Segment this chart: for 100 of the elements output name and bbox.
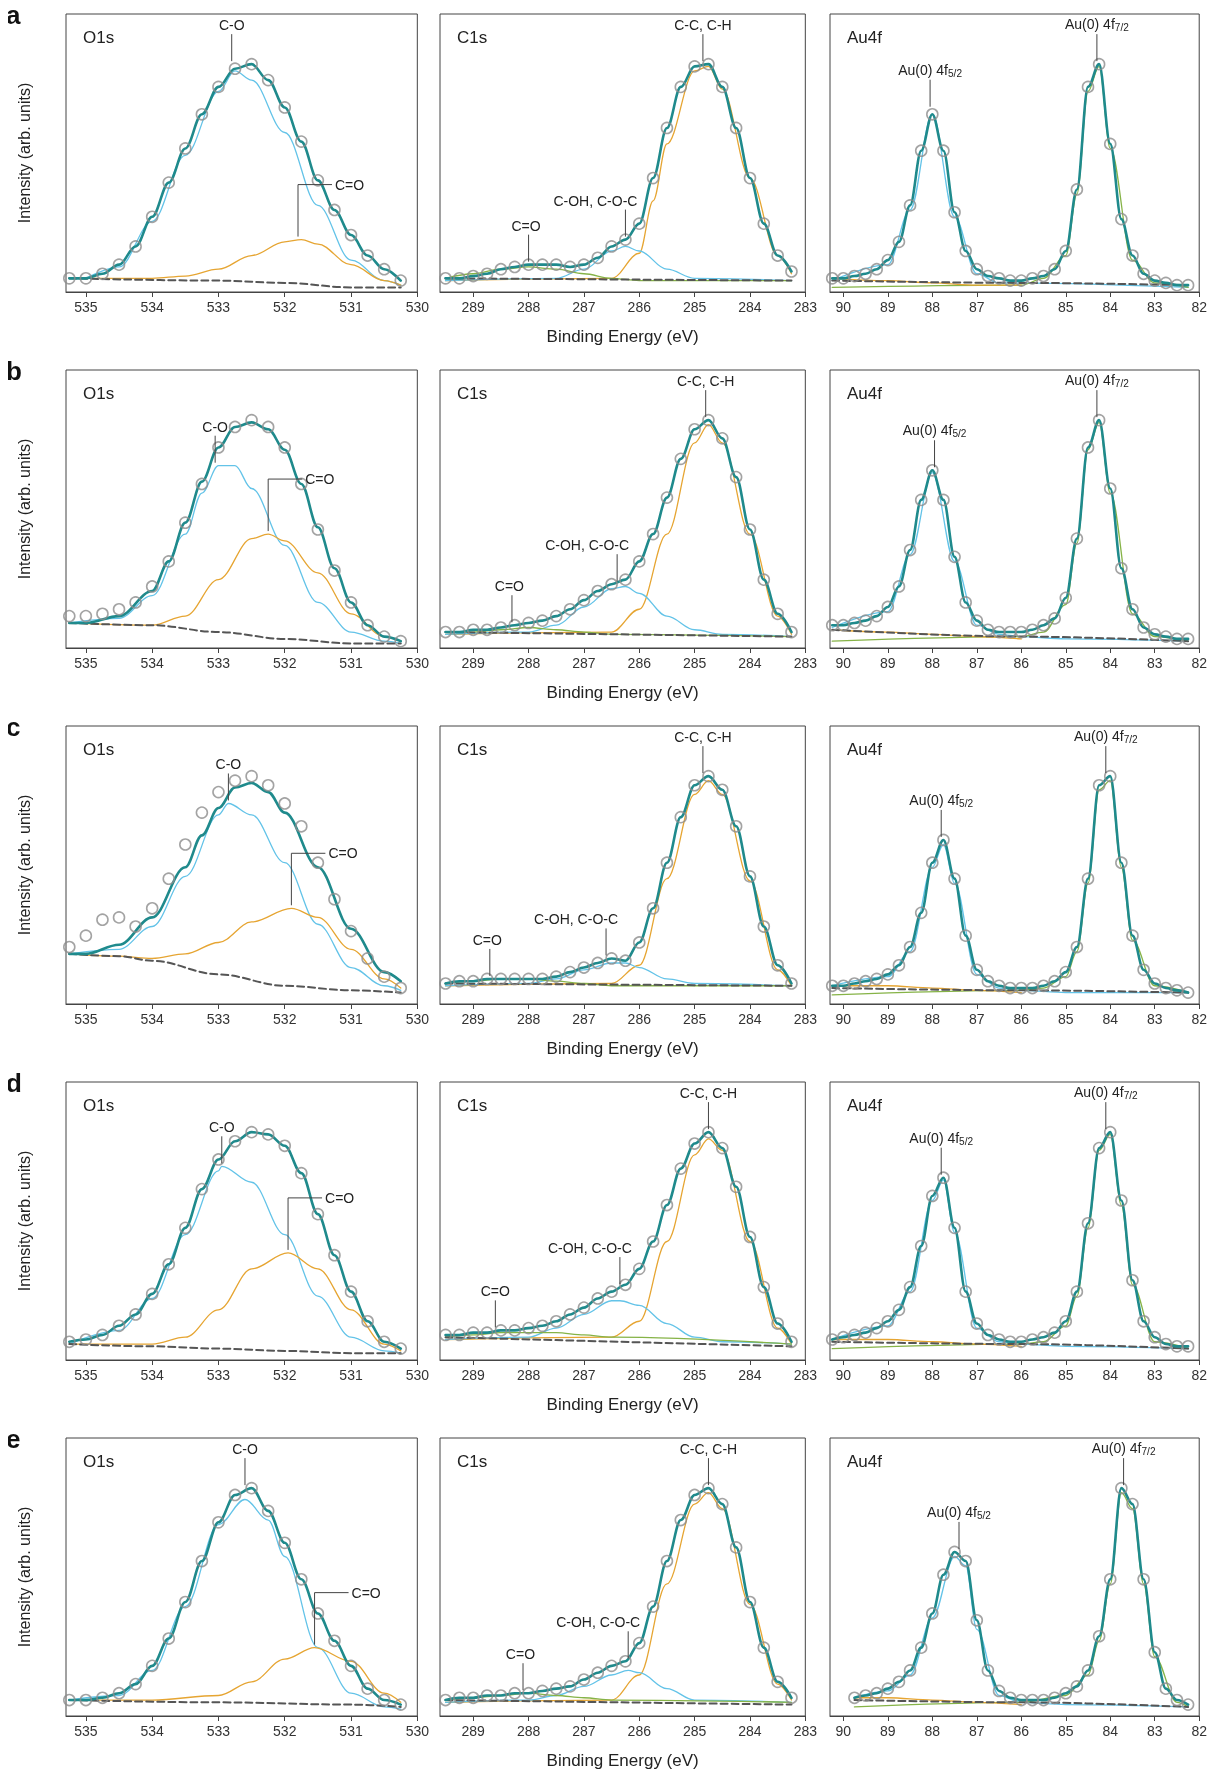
chart-title: C1s [457,28,488,47]
annotation: C=O [328,845,358,862]
x-tick-label: 85 [1057,655,1074,671]
x-tick-label: 533 [206,1723,231,1739]
x-tick-label: 289 [461,1011,486,1027]
annotation: C=O [505,1646,536,1663]
x-tick-label: 89 [880,1011,896,1027]
x-tick-label: 531 [339,1011,363,1027]
chart-title: Au4f [847,28,883,47]
annotation: C=O [472,931,502,948]
chart-title: C1s [457,740,488,759]
x-tick-label: 86 [1013,1011,1030,1027]
x-tick-label: 287 [572,299,596,315]
x-tick-label: 534 [140,1367,165,1383]
x-tick-label: 530 [405,655,430,671]
x-tick-label: 89 [880,1723,896,1739]
x-tick-label: 531 [339,1367,363,1383]
x-axis-title: Binding Energy (eV) [546,1395,699,1414]
x-tick-label: 82 [1191,299,1208,315]
x-tick-label: 286 [627,1723,652,1739]
annotation: C=O [494,578,525,595]
x-tick-label: 84 [1102,299,1119,315]
x-tick-label: 532 [273,1367,297,1383]
annotation: C=O [305,471,335,488]
x-tick-label: 287 [572,1011,596,1027]
chart-title: Au4f [847,1096,883,1115]
x-tick-label: 90 [835,299,852,315]
x-tick-label: 85 [1057,1011,1074,1027]
annotation: C-O [218,17,245,34]
x-tick-label: 532 [273,299,297,315]
x-tick-label: 288 [516,1723,541,1739]
x-tick-label: 530 [405,1723,430,1739]
x-tick-label: 286 [627,1011,652,1027]
chart-title: Au4f [847,1452,883,1471]
chart-title: O1s [83,740,115,759]
chart-title: O1s [83,384,115,403]
x-tick-label: 283 [793,299,818,315]
x-tick-label: 288 [516,299,541,315]
x-tick-label: 285 [682,655,707,671]
x-tick-label: 84 [1102,1367,1119,1383]
x-tick-label: 285 [682,299,707,315]
x-tick-label: 288 [516,655,541,671]
x-tick-label: 284 [738,1011,762,1027]
y-axis-title: Intensity (arb. units) [15,82,33,224]
x-tick-label: 82 [1191,655,1208,671]
y-axis-title: Intensity (arb. units) [15,438,33,580]
x-tick-label: 87 [969,1723,985,1739]
x-tick-label: 285 [682,1367,707,1383]
y-axis-title: Intensity (arb. units) [15,1506,33,1648]
x-tick-label: 287 [572,1723,596,1739]
annotation: C-OH, C-O-C [534,911,619,928]
x-tick-label: 531 [339,655,363,671]
annotation: C-O [232,1441,258,1458]
x-tick-label: 531 [339,1723,363,1739]
annotation: C-C, C-H [676,373,735,390]
annotation: C-O [215,756,242,773]
x-tick-label: 284 [738,1723,762,1739]
x-tick-label: 87 [969,1011,985,1027]
x-tick-label: 90 [835,655,852,671]
x-tick-label: 283 [793,1367,818,1383]
x-tick-label: 533 [206,1367,231,1383]
x-tick-label: 86 [1013,1367,1030,1383]
x-tick-label: 82 [1191,1011,1208,1027]
x-tick-label: 286 [627,1367,652,1383]
x-tick-label: 89 [880,655,896,671]
chart-title: C1s [457,1096,488,1115]
x-tick-label: 88 [924,1723,941,1739]
x-tick-label: 87 [969,1367,985,1383]
x-tick-label: 287 [572,655,596,671]
x-tick-label: 84 [1102,655,1119,671]
x-tick-label: 530 [405,299,430,315]
chart-title: O1s [83,28,115,47]
x-tick-label: 533 [206,1011,231,1027]
annotation: C-C, C-H [674,17,732,34]
annotation: C=O [325,1189,355,1206]
x-tick-label: 83 [1146,299,1163,315]
x-tick-label: 535 [74,1011,98,1027]
x-tick-label: 530 [405,1367,430,1383]
x-tick-label: 535 [74,299,98,315]
annotation: C=O [335,176,365,193]
annotation: C=O [351,1584,381,1601]
x-tick-label: 83 [1146,1367,1163,1383]
x-tick-label: 532 [273,1723,297,1739]
x-tick-label: 535 [74,655,98,671]
x-tick-label: 83 [1146,1723,1163,1739]
x-tick-label: 83 [1146,1011,1163,1027]
x-tick-label: 534 [140,655,165,671]
x-tick-label: 283 [793,655,818,671]
x-tick-label: 289 [461,1367,486,1383]
x-tick-label: 85 [1057,1723,1074,1739]
x-tick-label: 283 [793,1723,818,1739]
x-tick-label: 288 [516,1367,541,1383]
chart-title: C1s [457,384,488,403]
x-tick-label: 532 [273,1011,297,1027]
chart-title: C1s [457,1452,488,1471]
x-axis-title: Binding Energy (eV) [546,327,699,346]
x-tick-label: 284 [738,1367,762,1383]
x-tick-label: 287 [572,1367,596,1383]
annotation: C-OH, C-O-C [547,1240,632,1257]
x-tick-label: 283 [793,1011,818,1027]
